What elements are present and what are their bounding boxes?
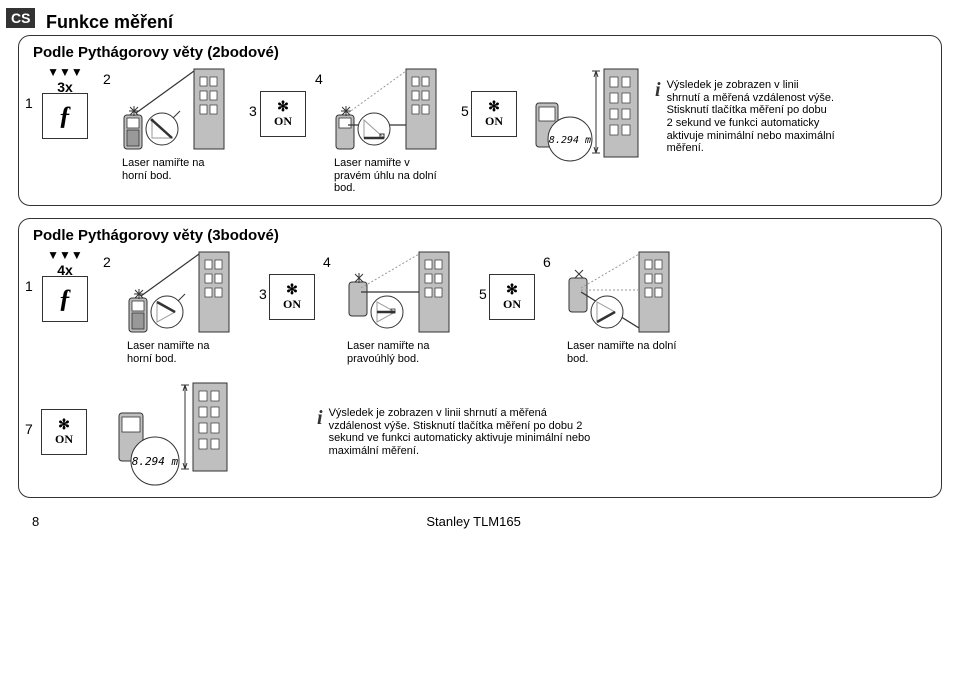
- caption-aim-top: Laser namiřte na horní bod.: [127, 340, 237, 365]
- step-number: 1: [25, 95, 33, 111]
- step-number: 5: [461, 103, 469, 119]
- page-number: 8: [32, 514, 39, 529]
- arrows-down-icon: ▼▼▼: [47, 248, 83, 262]
- step-number: 1: [25, 278, 33, 294]
- result-value: 8.294 m: [132, 455, 179, 468]
- function-button: ƒ: [42, 93, 88, 139]
- aim-top-diagram: [122, 65, 232, 155]
- step-number: 5: [479, 286, 487, 302]
- step-number: 4: [315, 71, 323, 87]
- function-button: ƒ: [42, 276, 88, 322]
- on-label: ON: [274, 114, 292, 129]
- info-icon: i: [317, 407, 323, 430]
- step-number: 4: [323, 254, 331, 270]
- on-button: ✻ ON: [260, 91, 306, 137]
- aim-bottom-diagram: [334, 65, 444, 155]
- on-button: ✻ON: [41, 409, 87, 455]
- result-diagram: 8.294 m: [534, 65, 644, 165]
- step-number: 7: [25, 421, 33, 437]
- language-tag: CS: [6, 8, 35, 28]
- step-number: 2: [103, 71, 111, 87]
- aim-right-angle-diagram: [347, 248, 457, 338]
- aim-bottom-diagram: [567, 248, 677, 338]
- product-name: Stanley TLM165: [426, 514, 520, 529]
- panel-pythagoras-2point: Podle Pythágorovy věty (2bodové) 1 ▼▼▼ 3…: [18, 35, 942, 206]
- caption-aim-top: Laser namiřte na horní bod.: [122, 157, 232, 182]
- on-button: ✻ON: [269, 274, 315, 320]
- step-number: 2: [103, 254, 111, 270]
- panel2-title: Podle Pythágorovy věty (3bodové): [33, 227, 931, 244]
- on-label: ON: [283, 297, 301, 312]
- info-text: Výsledek je zobrazen v linii shrnutí a m…: [329, 407, 597, 458]
- on-label: ON: [485, 114, 503, 129]
- on-label: ON: [503, 297, 521, 312]
- page-footer: 8 Stanley TLM165: [18, 510, 942, 529]
- aim-top-diagram: [127, 248, 237, 338]
- step-number: 6: [543, 254, 551, 270]
- on-button: ✻ ON: [471, 91, 517, 137]
- panel1-title: Podle Pythágorovy věty (2bodové): [33, 44, 931, 61]
- step-number: 3: [249, 103, 257, 119]
- caption-aim-right: Laser namiřte na pravoúhlý bod.: [347, 340, 457, 365]
- on-label: ON: [55, 432, 73, 447]
- step-number: 3: [259, 286, 267, 302]
- info-icon: i: [655, 79, 661, 102]
- caption-aim-bottom: Laser namiřte na dolní bod.: [567, 340, 677, 365]
- info-text: Výsledek je zobrazen v linii shrnutí a m…: [667, 79, 835, 155]
- result-value: 8.294 m: [549, 135, 591, 146]
- result-diagram: 8.294 m: [115, 377, 235, 487]
- on-button: ✻ON: [489, 274, 535, 320]
- caption-aim-bottom: Laser namiřte v pravém úhlu na dolní bod…: [334, 157, 444, 195]
- arrows-down-icon: ▼▼▼: [47, 65, 83, 79]
- panel-pythagoras-3point: Podle Pythágorovy věty (3bodové) 1 ▼▼▼ 4…: [18, 218, 942, 498]
- page-title: Funkce měření: [46, 12, 942, 33]
